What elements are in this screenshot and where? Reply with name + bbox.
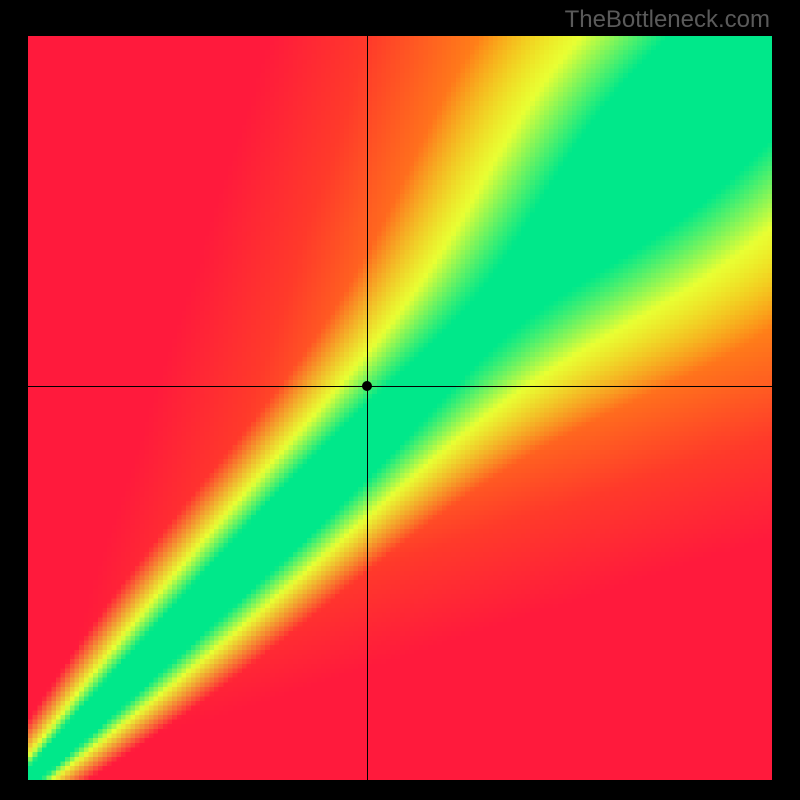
watermark-text: TheBottleneck.com	[565, 6, 770, 34]
chart-frame: TheBottleneck.com	[0, 0, 800, 800]
crosshair-horizontal	[28, 386, 772, 387]
crosshair-vertical	[367, 36, 368, 780]
heatmap-plot	[28, 36, 772, 780]
heatmap-canvas	[28, 36, 772, 780]
crosshair-marker	[362, 381, 372, 391]
